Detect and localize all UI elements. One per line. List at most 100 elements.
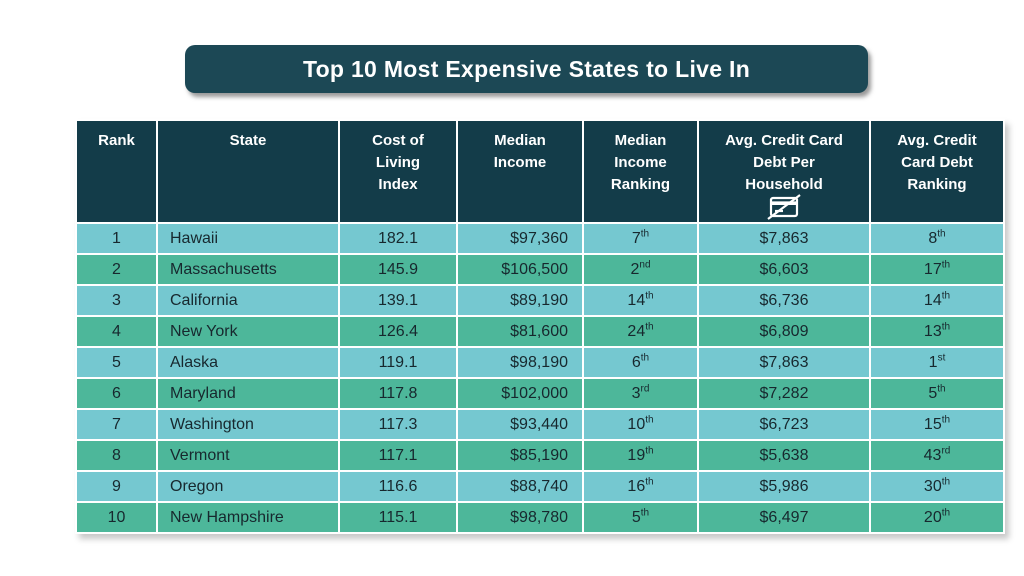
header-row: Rank State Cost of Living Index Median Inco… — [75, 119, 1005, 224]
cell-median_income: $98,780 — [456, 501, 584, 534]
cell-state: Vermont — [156, 439, 340, 472]
cell-cc_debt_ranking: 17th — [869, 253, 1005, 286]
cell-cc_debt_ranking: 13th — [869, 315, 1005, 348]
ordinal-suffix: th — [640, 507, 650, 519]
ordinal-suffix: th — [640, 228, 650, 240]
ordinal-suffix: th — [941, 476, 951, 488]
table-row: 3 California 139.1 $89,190 14th $6,736 14th — [75, 284, 1005, 317]
cell-rank: 3 — [75, 284, 158, 317]
ordinal-suffix: th — [937, 383, 946, 395]
cell-state: Alaska — [156, 346, 340, 379]
cell-col_index: 139.1 — [338, 284, 458, 317]
cell-median_income_ranking: 14th — [582, 284, 699, 317]
cell-median_income_ranking: 16th — [582, 470, 699, 503]
cell-state: Oregon — [156, 470, 340, 503]
cell-cc_debt: $5,638 — [697, 439, 871, 472]
column-header-state: State — [156, 119, 340, 224]
table-row: 10 New Hampshire 115.1 $98,780 5th $6,497 20th — [75, 501, 1005, 534]
cell-cc_debt: $7,863 — [697, 346, 871, 379]
ordinal-suffix: th — [941, 259, 951, 271]
ordinal-suffix: th — [941, 290, 951, 302]
cell-state: Massachusetts — [156, 253, 340, 286]
column-header-label: State — [229, 132, 267, 149]
table-row: 5 Alaska 119.1 $98,190 6th $7,863 1st — [75, 346, 1005, 379]
cell-rank: 2 — [75, 253, 158, 286]
cell-rank: 7 — [75, 408, 158, 441]
cell-cc_debt: $7,863 — [697, 222, 871, 255]
ordinal-suffix: th — [937, 228, 946, 240]
cell-median_income_ranking: 2nd — [582, 253, 699, 286]
cell-median_income: $93,440 — [456, 408, 584, 441]
cell-cc_debt: $6,603 — [697, 253, 871, 286]
cell-cc_debt: $6,809 — [697, 315, 871, 348]
ordinal-suffix: th — [645, 290, 654, 302]
cell-rank: 1 — [75, 222, 158, 255]
cell-col_index: 119.1 — [338, 346, 458, 379]
ordinal-suffix: th — [941, 414, 951, 426]
cell-state: New York — [156, 315, 340, 348]
ordinal-suffix: th — [645, 476, 654, 488]
column-header-median_income: Median Income — [456, 119, 584, 224]
ordinal-suffix: th — [645, 445, 654, 457]
cell-col_index: 117.1 — [338, 439, 458, 472]
cell-col_index: 145.9 — [338, 253, 458, 286]
ordinal-suffix: th — [941, 507, 951, 519]
cell-col_index: 117.3 — [338, 408, 458, 441]
column-header-label: Rank — [98, 132, 135, 149]
cell-state: New Hampshire — [156, 501, 340, 534]
cell-cc_debt_ranking: 14th — [869, 284, 1005, 317]
page-title: Top 10 Most Expensive States to Live In — [302, 55, 751, 82]
column-header-label: Avg. Credit Card Debt Ranking — [897, 132, 977, 193]
column-header-cc_debt_ranking: Avg. Credit Card Debt Ranking — [869, 119, 1005, 224]
cell-rank: 8 — [75, 439, 158, 472]
cell-median_income_ranking: 24th — [582, 315, 699, 348]
table-container: Rank State Cost of Living Index Median Inco… — [75, 119, 1005, 534]
cell-cc_debt: $6,723 — [697, 408, 871, 441]
cell-col_index: 117.8 — [338, 377, 458, 410]
cell-cc_debt: $7,282 — [697, 377, 871, 410]
cell-state: Hawaii — [156, 222, 340, 255]
title-banner: Top 10 Most Expensive States to Live In — [185, 45, 868, 93]
cell-col_index: 116.6 — [338, 470, 458, 503]
cell-cc_debt: $5,986 — [697, 470, 871, 503]
ordinal-suffix: rd — [640, 383, 650, 395]
states-table: Rank State Cost of Living Index Median Inco… — [75, 119, 1005, 534]
cell-median_income: $106,500 — [456, 253, 584, 286]
column-header-label: Cost of Living Index — [372, 132, 424, 193]
cell-cc_debt_ranking: 30th — [869, 470, 1005, 503]
cell-median_income_ranking: 10th — [582, 408, 699, 441]
cell-state: California — [156, 284, 340, 317]
ordinal-suffix: rd — [941, 445, 951, 457]
ordinal-suffix: nd — [639, 259, 651, 271]
cell-median_income: $102,000 — [456, 377, 584, 410]
ordinal-suffix: th — [640, 352, 650, 364]
cell-cc_debt_ranking: 15th — [869, 408, 1005, 441]
cell-cc_debt_ranking: 8th — [869, 222, 1005, 255]
table-row: 9 Oregon 116.6 $88,740 16th $5,986 30th — [75, 470, 1005, 503]
cell-rank: 4 — [75, 315, 158, 348]
cell-median_income_ranking: 3rd — [582, 377, 699, 410]
cell-rank: 6 — [75, 377, 158, 410]
cell-median_income: $89,190 — [456, 284, 584, 317]
table-row: 2 Massachusetts 145.9 $106,500 2nd $6,603 17th — [75, 253, 1005, 286]
cell-cc_debt_ranking: 20th — [869, 501, 1005, 534]
cell-rank: 5 — [75, 346, 158, 379]
column-header-label: Avg. Credit Card Debt Per Household — [725, 132, 843, 193]
cell-cc_debt: $6,736 — [697, 284, 871, 317]
cell-rank: 9 — [75, 470, 158, 503]
cell-median_income: $98,190 — [456, 346, 584, 379]
ordinal-suffix: th — [645, 321, 654, 333]
column-header-col_index: Cost of Living Index — [338, 119, 458, 224]
table-row: 8 Vermont 117.1 $85,190 19th $5,638 43rd — [75, 439, 1005, 472]
cell-median_income: $81,600 — [456, 315, 584, 348]
cell-cc_debt_ranking: 43rd — [869, 439, 1005, 472]
ordinal-suffix: th — [645, 414, 654, 426]
cell-median_income: $85,190 — [456, 439, 584, 472]
table-row: 7 Washington 117.3 $93,440 10th $6,723 15th — [75, 408, 1005, 441]
cell-cc_debt: $6,497 — [697, 501, 871, 534]
cell-cc_debt_ranking: 5th — [869, 377, 1005, 410]
ordinal-suffix: th — [941, 321, 951, 333]
column-header-median_income_ranking: Median Income Ranking — [582, 119, 699, 224]
column-header-label: Median Income — [493, 132, 547, 171]
